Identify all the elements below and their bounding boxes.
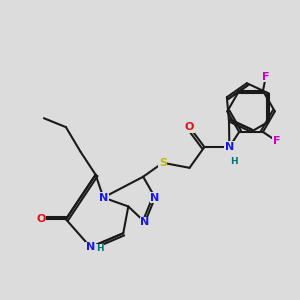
Text: N: N — [86, 242, 95, 252]
Text: N: N — [140, 217, 150, 227]
Text: N: N — [99, 193, 108, 202]
Text: H: H — [96, 244, 104, 253]
Text: N: N — [225, 142, 234, 152]
Text: F: F — [273, 136, 280, 146]
Text: F: F — [262, 71, 270, 82]
Text: H: H — [230, 158, 238, 166]
Text: N: N — [150, 193, 160, 202]
Text: O: O — [36, 214, 46, 224]
Text: S: S — [159, 158, 167, 168]
Text: O: O — [185, 122, 194, 132]
